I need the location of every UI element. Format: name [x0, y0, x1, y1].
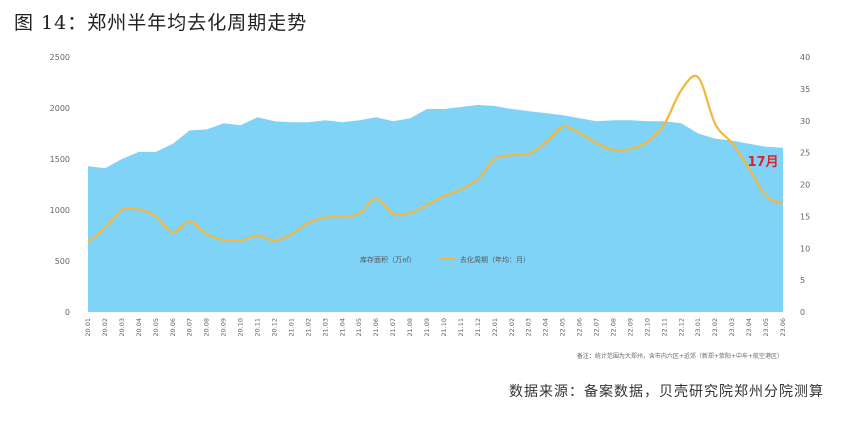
legend-swatch-inventory — [341, 256, 355, 262]
y-left-tick-label: 1500 — [50, 155, 70, 164]
x-tick-label: 23.05 — [762, 318, 770, 337]
series-inventory-area — [88, 104, 783, 313]
series-turnover-line — [87, 74, 784, 243]
x-tick-label: 20.02 — [101, 318, 109, 337]
x-tick-label: 22.03 — [525, 318, 533, 337]
y-right-tick-label: 25 — [800, 149, 810, 158]
x-tick-label: 21.06 — [372, 318, 380, 337]
x-tick-label: 21.05 — [355, 318, 363, 337]
chart-note: 备注：统计范围为大郑州，含市内六区+近郊（新郑+荥阳+中牟+航空港区） — [577, 352, 783, 360]
x-tick-label: 22.11 — [660, 318, 668, 337]
x-tick-label: 20.05 — [152, 318, 160, 337]
x-tick-label: 20.03 — [118, 318, 126, 337]
x-tick-label: 20.10 — [237, 318, 245, 337]
x-tick-label: 20.09 — [220, 318, 228, 337]
x-tick-label: 22.02 — [508, 318, 516, 337]
x-tick-label: 23.02 — [711, 318, 719, 337]
legend: 库存面积（万㎡） 去化周期（年均：月） — [341, 255, 530, 264]
x-tick-label: 22.12 — [677, 318, 685, 337]
y-left-tick-label: 500 — [55, 257, 70, 266]
x-tick-label: 22.07 — [593, 318, 601, 337]
x-tick-label: 23.01 — [694, 318, 702, 337]
x-tick-label: 21.12 — [474, 318, 482, 337]
x-tick-label: 20.08 — [203, 318, 211, 337]
figure-title: 图 14：郑州半年均去化周期走势 — [14, 12, 308, 34]
x-tick-label: 23.03 — [728, 318, 736, 337]
x-tick-label: 22.04 — [542, 318, 550, 337]
y-right-tick-label: 35 — [800, 85, 810, 94]
y-left-tick-label: 1000 — [50, 206, 70, 215]
x-tick-label: 23.04 — [745, 318, 753, 337]
legend-label-turnover: 去化周期（年均：月） — [460, 255, 530, 264]
y-left-tick-label: 0 — [65, 308, 70, 317]
y-right-tick-label: 20 — [800, 181, 810, 190]
x-tick-label: 22.05 — [559, 318, 567, 337]
x-tick-label: 21.04 — [338, 318, 346, 337]
x-tick-label: 22.09 — [626, 318, 634, 337]
y-right-tick-label: 30 — [800, 117, 810, 126]
x-tick-label: 20.07 — [186, 318, 194, 337]
x-tick-label: 22.08 — [609, 318, 617, 337]
left-axis: 0 500 1000 1500 2000 2500 — [50, 53, 70, 317]
x-tick-label: 20.04 — [135, 318, 143, 337]
x-tick-label: 20.06 — [169, 318, 177, 337]
x-tick-label: 20.12 — [270, 318, 278, 337]
y-left-tick-label: 2000 — [50, 104, 70, 113]
x-tick-label: 20.01 — [84, 318, 92, 337]
y-right-tick-label: 40 — [800, 53, 810, 62]
x-tick-label: 22.06 — [576, 318, 584, 337]
y-left-tick-label: 2500 — [50, 53, 70, 62]
data-source: 数据来源：备案数据，贝壳研究院郑州分院测算 — [509, 384, 824, 400]
x-tick-label: 21.08 — [406, 318, 414, 337]
annotation-label: 17月 — [748, 155, 779, 170]
x-tick-label: 22.10 — [643, 318, 651, 337]
x-tick-label: 21.09 — [423, 318, 431, 337]
x-tick-label: 21.11 — [457, 318, 465, 337]
legend-label-inventory: 库存面积（万㎡） — [360, 255, 416, 264]
x-tick-label: 21.10 — [440, 318, 448, 337]
y-right-tick-label: 10 — [800, 244, 810, 253]
line-layer — [87, 74, 784, 243]
area-layer — [88, 104, 783, 313]
x-tick-label: 21.01 — [287, 318, 295, 337]
x-tick-label: 20.11 — [254, 318, 262, 337]
right-axis: 0 5 10 15 20 25 30 35 40 — [800, 53, 810, 317]
y-right-tick-label: 0 — [800, 308, 805, 317]
x-tick-label: 21.02 — [304, 318, 312, 337]
x-tick-label: 21.07 — [389, 318, 397, 337]
y-right-tick-label: 5 — [800, 276, 805, 285]
x-axis: 20.01 20.02 20.03 20.04 20.05 20.06 20.07 20.08… — [84, 318, 787, 337]
x-tick-label: 22.01 — [491, 318, 499, 337]
x-tick-label: 21.03 — [321, 318, 329, 337]
y-right-tick-label: 15 — [800, 212, 810, 221]
x-tick-label: 23.06 — [779, 318, 787, 337]
